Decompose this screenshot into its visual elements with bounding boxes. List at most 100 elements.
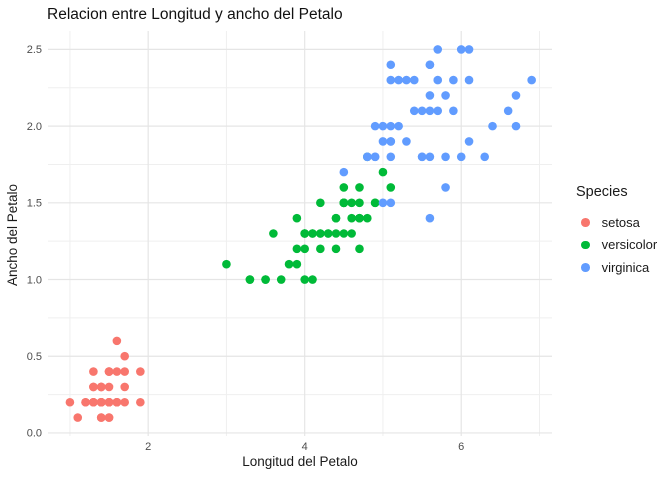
data-point-virginica bbox=[441, 183, 450, 192]
legend-label: versicolor bbox=[601, 237, 658, 253]
data-point-versicolor bbox=[261, 275, 270, 284]
data-point-setosa bbox=[136, 397, 145, 407]
data-point-versicolor bbox=[355, 183, 364, 192]
legend-label: virginica bbox=[601, 259, 650, 275]
chart-title: Relacion entre Longitud y ancho del Peta… bbox=[47, 6, 343, 23]
data-point-setosa bbox=[96, 413, 106, 422]
legend-key-dot bbox=[581, 218, 590, 227]
data-point-virginica bbox=[433, 106, 443, 116]
legend-item-virginica: virginica bbox=[568, 256, 672, 279]
data-point-virginica bbox=[464, 137, 474, 146]
data-point-versicolor bbox=[222, 259, 231, 269]
data-point-versicolor bbox=[276, 275, 286, 284]
data-point-versicolor bbox=[355, 213, 364, 223]
data-point-versicolor bbox=[347, 213, 356, 223]
data-point-versicolor bbox=[300, 229, 309, 238]
x-tick-label: 4 bbox=[302, 441, 308, 453]
data-point-virginica bbox=[386, 198, 396, 208]
legend-key-dot bbox=[581, 240, 590, 250]
data-point-setosa bbox=[104, 397, 114, 407]
data-point-virginica bbox=[386, 60, 396, 70]
data-point-versicolor bbox=[370, 198, 380, 208]
data-point-versicolor bbox=[269, 229, 278, 238]
legend-items: setosa versicolor virginica bbox=[568, 211, 672, 279]
legend-label: setosa bbox=[601, 214, 640, 230]
y-tick-label: 2.0 bbox=[27, 121, 42, 133]
data-point-versicolor bbox=[355, 198, 364, 208]
data-point-setosa bbox=[81, 397, 90, 407]
data-point-virginica bbox=[449, 75, 458, 85]
data-point-setosa bbox=[112, 397, 122, 407]
data-point-versicolor bbox=[316, 229, 325, 238]
data-point-virginica bbox=[394, 75, 403, 85]
data-point-versicolor bbox=[245, 275, 255, 284]
data-point-virginica bbox=[386, 137, 396, 146]
data-point-virginica bbox=[425, 106, 435, 116]
data-point-setosa bbox=[136, 367, 145, 376]
data-point-virginica bbox=[433, 75, 443, 85]
data-point-virginica bbox=[425, 152, 435, 162]
data-point-versicolor bbox=[284, 259, 294, 269]
data-point-virginica bbox=[370, 152, 380, 162]
data-point-versicolor bbox=[339, 198, 349, 208]
data-point-virginica bbox=[378, 137, 388, 146]
data-point-virginica bbox=[456, 45, 466, 54]
data-point-versicolor bbox=[339, 229, 349, 238]
legend-key-dot bbox=[581, 263, 590, 272]
legend-item-versicolor: versicolor bbox=[568, 234, 672, 257]
data-point-virginica bbox=[409, 106, 419, 116]
legend-title: Species bbox=[576, 184, 628, 200]
data-point-virginica bbox=[425, 60, 435, 70]
data-point-virginica bbox=[464, 45, 474, 54]
data-point-virginica bbox=[480, 152, 489, 162]
data-point-versicolor bbox=[386, 183, 396, 192]
data-point-virginica bbox=[527, 75, 536, 85]
data-point-versicolor bbox=[308, 275, 317, 284]
data-point-setosa bbox=[73, 413, 83, 422]
data-point-versicolor bbox=[300, 244, 309, 254]
data-point-virginica bbox=[433, 45, 443, 54]
plot-panel bbox=[48, 31, 552, 436]
x-tick-label: 2 bbox=[145, 441, 151, 453]
data-point-virginica bbox=[503, 106, 513, 116]
data-point-versicolor bbox=[378, 167, 388, 177]
data-point-virginica bbox=[402, 137, 411, 146]
data-point-versicolor bbox=[347, 198, 356, 208]
data-point-versicolor bbox=[316, 244, 325, 254]
data-point-setosa bbox=[89, 397, 98, 407]
data-point-setosa bbox=[104, 413, 114, 422]
data-point-virginica bbox=[417, 106, 427, 116]
data-point-versicolor bbox=[339, 183, 349, 192]
data-point-setosa bbox=[104, 367, 114, 376]
data-point-virginica bbox=[386, 121, 396, 131]
data-point-setosa bbox=[112, 367, 122, 376]
data-point-virginica bbox=[425, 91, 435, 100]
y-tick-label: 1.5 bbox=[27, 198, 42, 210]
data-point-virginica bbox=[456, 152, 466, 162]
data-point-versicolor bbox=[347, 229, 356, 238]
data-point-virginica bbox=[339, 167, 349, 177]
data-point-versicolor bbox=[292, 213, 302, 223]
data-point-setosa bbox=[120, 351, 129, 361]
data-point-virginica bbox=[402, 75, 411, 85]
legend: Species setosa versicolor virginica bbox=[568, 183, 672, 279]
data-point-virginica bbox=[425, 213, 435, 223]
data-point-versicolor bbox=[331, 213, 341, 223]
x-tick-label: 6 bbox=[458, 441, 464, 453]
data-point-setosa bbox=[89, 367, 98, 376]
data-point-virginica bbox=[511, 91, 521, 100]
legend-item-setosa: setosa bbox=[568, 211, 672, 234]
data-point-virginica bbox=[441, 91, 450, 100]
data-point-virginica bbox=[464, 75, 474, 85]
data-point-virginica bbox=[409, 75, 419, 85]
data-point-versicolor bbox=[363, 213, 372, 223]
y-tick-label: 2.5 bbox=[27, 44, 42, 56]
y-axis-title: Ancho del Petalo bbox=[5, 183, 20, 287]
data-point-setosa bbox=[120, 382, 129, 392]
data-point-virginica bbox=[488, 121, 497, 131]
data-point-setosa bbox=[89, 382, 98, 392]
data-point-virginica bbox=[441, 152, 450, 162]
data-point-versicolor bbox=[331, 229, 341, 238]
data-point-setosa bbox=[96, 397, 106, 407]
